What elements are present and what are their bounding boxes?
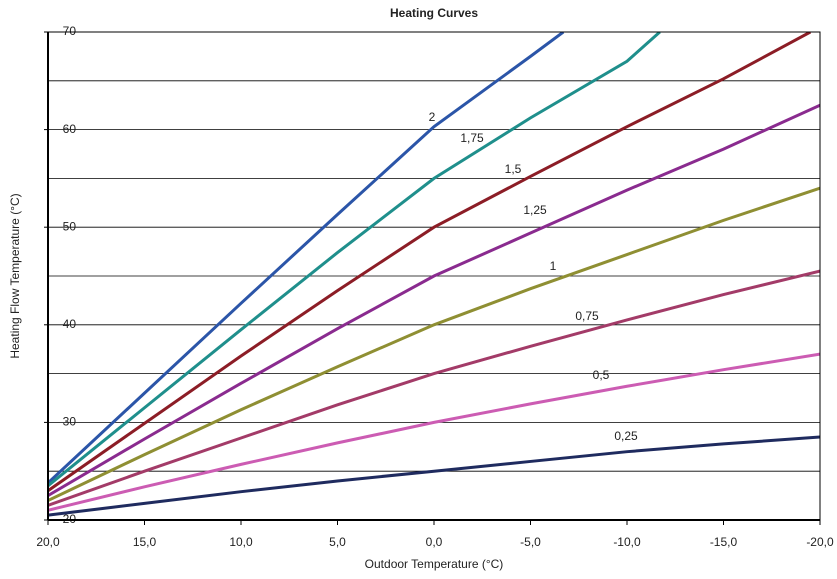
x-axis-label: Outdoor Temperature (°C) bbox=[365, 557, 504, 571]
x-tick-label: -20,0 bbox=[806, 535, 834, 549]
y-tick-label: 70 bbox=[63, 24, 77, 38]
curve bbox=[48, 352, 820, 512]
y-tick-label: 40 bbox=[63, 317, 77, 331]
x-tick-label: 15,0 bbox=[133, 535, 157, 549]
curve bbox=[48, 186, 820, 502]
x-tick-label: -5,0 bbox=[520, 535, 541, 549]
x-tick-label: -10,0 bbox=[613, 535, 641, 549]
curve bbox=[48, 269, 820, 507]
curve-label: 0,75 bbox=[575, 309, 599, 323]
y-tick-label: 30 bbox=[63, 415, 77, 429]
curve bbox=[48, 32, 661, 488]
curve-label: 0,25 bbox=[614, 429, 638, 443]
labels: 20304050607020,015,010,05,00,0-5,0-10,0-… bbox=[36, 24, 834, 549]
y-tick-label: 60 bbox=[63, 122, 77, 136]
curve-label: 1,5 bbox=[505, 162, 522, 176]
curve-label: 2 bbox=[429, 110, 436, 124]
curve bbox=[48, 103, 820, 497]
y-tick-label: 50 bbox=[63, 219, 77, 233]
curve-label: 0,5 bbox=[593, 368, 610, 382]
x-tick-label: 5,0 bbox=[329, 535, 346, 549]
curve bbox=[48, 435, 820, 517]
chart-title: Heating Curves bbox=[390, 6, 478, 20]
x-tick-label: 0,0 bbox=[426, 535, 443, 549]
curve bbox=[48, 32, 812, 492]
curve-label: 1 bbox=[550, 259, 557, 273]
curve-label: 1,25 bbox=[523, 203, 547, 217]
plot-lines bbox=[48, 32, 820, 517]
curve-label: 1,75 bbox=[460, 131, 484, 145]
x-tick-label: -15,0 bbox=[710, 535, 738, 549]
y-axis-label: Heating Flow Temperature (°C) bbox=[8, 193, 22, 358]
curve bbox=[48, 32, 565, 485]
x-tick-label: 20,0 bbox=[36, 535, 60, 549]
x-tick-label: 10,0 bbox=[229, 535, 253, 549]
